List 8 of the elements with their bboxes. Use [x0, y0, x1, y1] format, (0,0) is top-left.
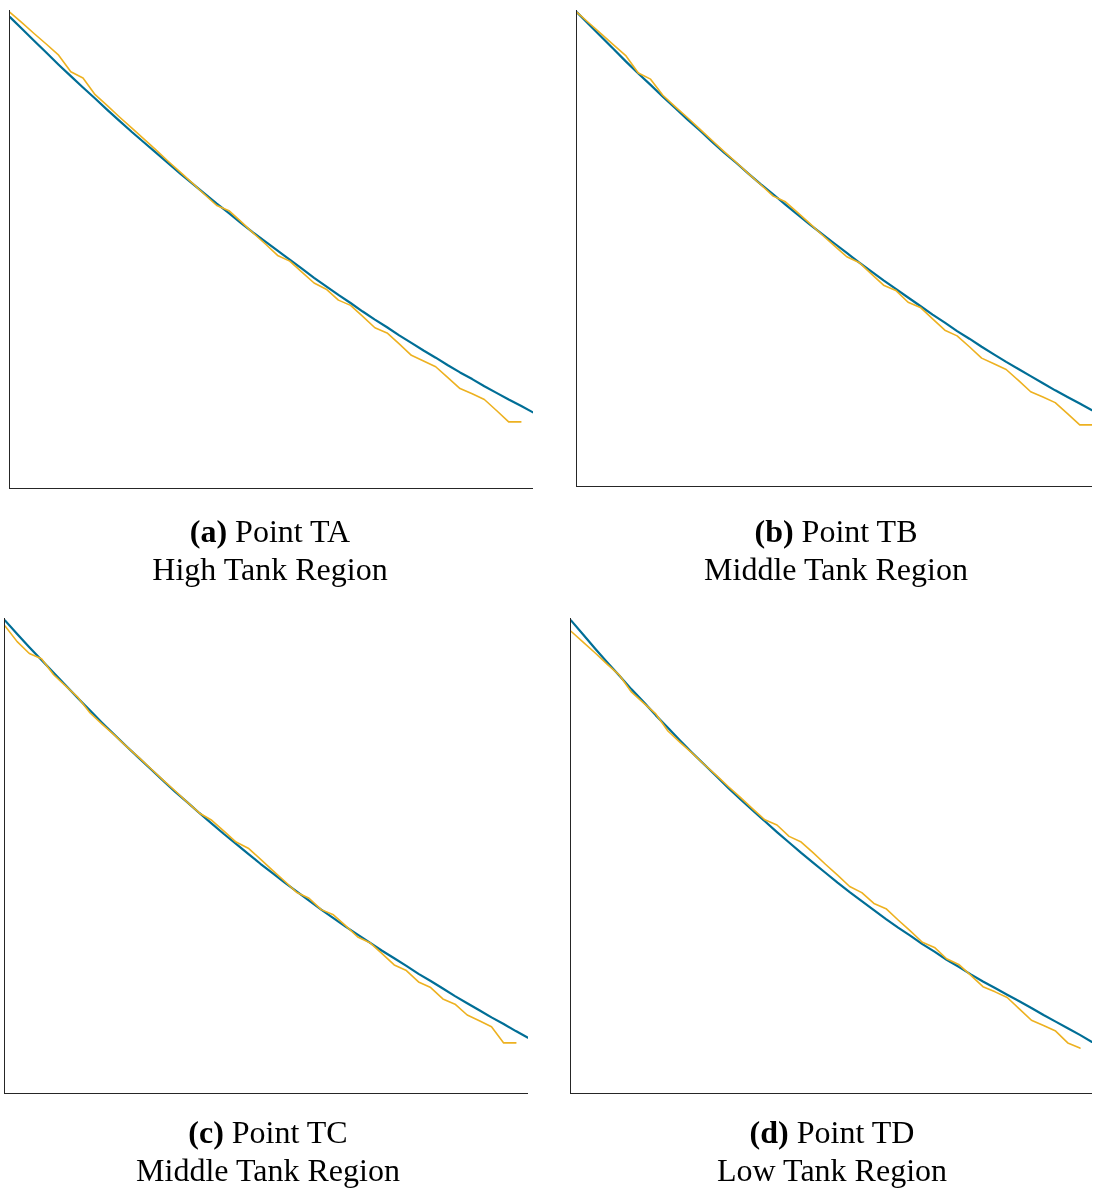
text: Middle Tank Region: [703, 550, 969, 588]
text: Middle Tank Region: [135, 1151, 401, 1189]
text: (b) Point TB: [753, 512, 919, 550]
text: (a) Point TA: [188, 512, 352, 550]
text: High Tank Region: [151, 550, 389, 588]
text: (c) Point TC: [187, 1113, 349, 1151]
text: (d) Point TD: [748, 1113, 916, 1151]
text: Low Tank Region: [716, 1151, 948, 1189]
